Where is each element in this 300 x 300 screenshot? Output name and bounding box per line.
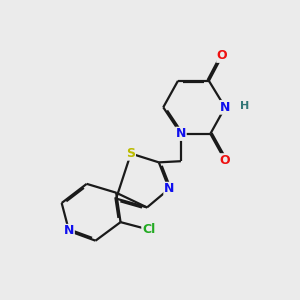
- Text: N: N: [164, 182, 174, 195]
- Text: H: H: [240, 101, 249, 111]
- Text: N: N: [220, 101, 230, 114]
- Text: N: N: [220, 101, 230, 114]
- Text: Cl: Cl: [142, 223, 155, 236]
- Text: N: N: [176, 127, 186, 140]
- Text: O: O: [217, 49, 227, 62]
- Text: N: N: [64, 224, 74, 238]
- Text: O: O: [220, 154, 230, 167]
- Text: S: S: [126, 147, 135, 160]
